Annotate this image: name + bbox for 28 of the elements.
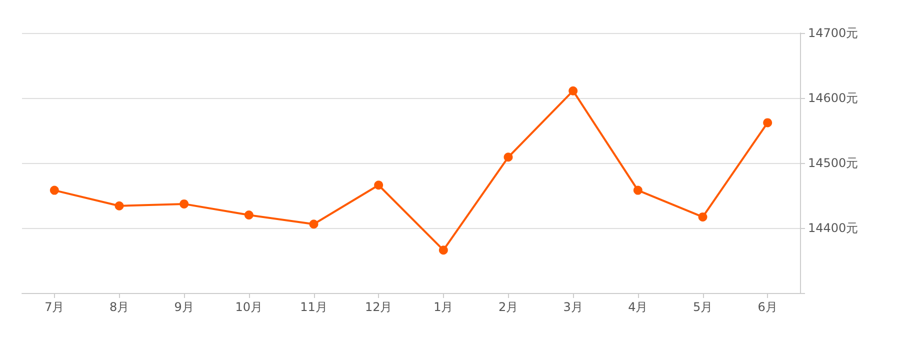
y-tick-label: 14600元 (808, 91, 858, 105)
point (180, 199, 189, 208)
point (50, 186, 59, 195)
point (763, 118, 772, 128)
point (114, 201, 124, 210)
x-tick-label: 2月 (498, 300, 518, 314)
x-tick-label: 3月 (563, 300, 583, 314)
y-tick-label: 14400元 (808, 221, 858, 235)
point (374, 180, 384, 190)
x-tick-label: 12月 (364, 300, 392, 314)
point (698, 212, 708, 222)
x-tick-label: 5月 (692, 300, 713, 314)
x-tick-label: 9月 (174, 300, 194, 314)
x-tick-label: 8月 (109, 300, 130, 314)
x-tick-label: 6月 (758, 300, 778, 314)
point (568, 86, 578, 96)
point (438, 246, 448, 255)
y-tick-label: 14700元 (808, 26, 858, 40)
point (309, 220, 318, 229)
y-tick-label: 14500元 (808, 156, 858, 170)
point (504, 152, 513, 162)
x-tick-label: 7月 (44, 300, 64, 314)
point (633, 186, 642, 195)
x-tick-label: 1月 (434, 300, 454, 314)
point (244, 210, 254, 220)
x-tick-label: 4月 (628, 300, 648, 314)
x-tick-label: 10月 (235, 300, 263, 314)
x-tick-label: 11月 (300, 300, 328, 314)
